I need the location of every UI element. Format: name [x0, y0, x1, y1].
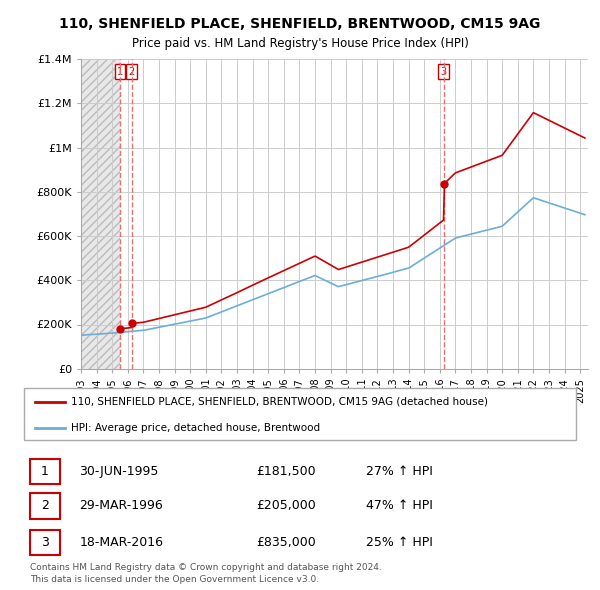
- Text: £835,000: £835,000: [256, 536, 316, 549]
- Text: HPI: Average price, detached house, Brentwood: HPI: Average price, detached house, Bren…: [71, 423, 320, 433]
- Text: 2: 2: [41, 499, 49, 513]
- Text: Price paid vs. HM Land Registry's House Price Index (HPI): Price paid vs. HM Land Registry's House …: [131, 37, 469, 50]
- Text: £181,500: £181,500: [256, 465, 316, 478]
- Text: 2: 2: [128, 67, 135, 77]
- Text: 18-MAR-2016: 18-MAR-2016: [79, 536, 163, 549]
- Text: 110, SHENFIELD PLACE, SHENFIELD, BRENTWOOD, CM15 9AG (detached house): 110, SHENFIELD PLACE, SHENFIELD, BRENTWO…: [71, 396, 488, 407]
- FancyBboxPatch shape: [29, 530, 60, 555]
- FancyBboxPatch shape: [29, 459, 60, 484]
- Text: 47% ↑ HPI: 47% ↑ HPI: [366, 499, 433, 513]
- Text: Contains HM Land Registry data © Crown copyright and database right 2024.: Contains HM Land Registry data © Crown c…: [30, 563, 382, 572]
- Text: 1: 1: [117, 67, 123, 77]
- Text: 110, SHENFIELD PLACE, SHENFIELD, BRENTWOOD, CM15 9AG: 110, SHENFIELD PLACE, SHENFIELD, BRENTWO…: [59, 17, 541, 31]
- FancyBboxPatch shape: [24, 388, 576, 440]
- Text: 1: 1: [41, 465, 49, 478]
- Text: 27% ↑ HPI: 27% ↑ HPI: [366, 465, 433, 478]
- Text: £205,000: £205,000: [256, 499, 316, 513]
- Text: 30-JUN-1995: 30-JUN-1995: [79, 465, 158, 478]
- Text: 25% ↑ HPI: 25% ↑ HPI: [366, 536, 433, 549]
- Text: 3: 3: [440, 67, 447, 77]
- FancyBboxPatch shape: [29, 493, 60, 519]
- Text: 29-MAR-1996: 29-MAR-1996: [79, 499, 163, 513]
- Text: 3: 3: [41, 536, 49, 549]
- Text: This data is licensed under the Open Government Licence v3.0.: This data is licensed under the Open Gov…: [30, 575, 319, 584]
